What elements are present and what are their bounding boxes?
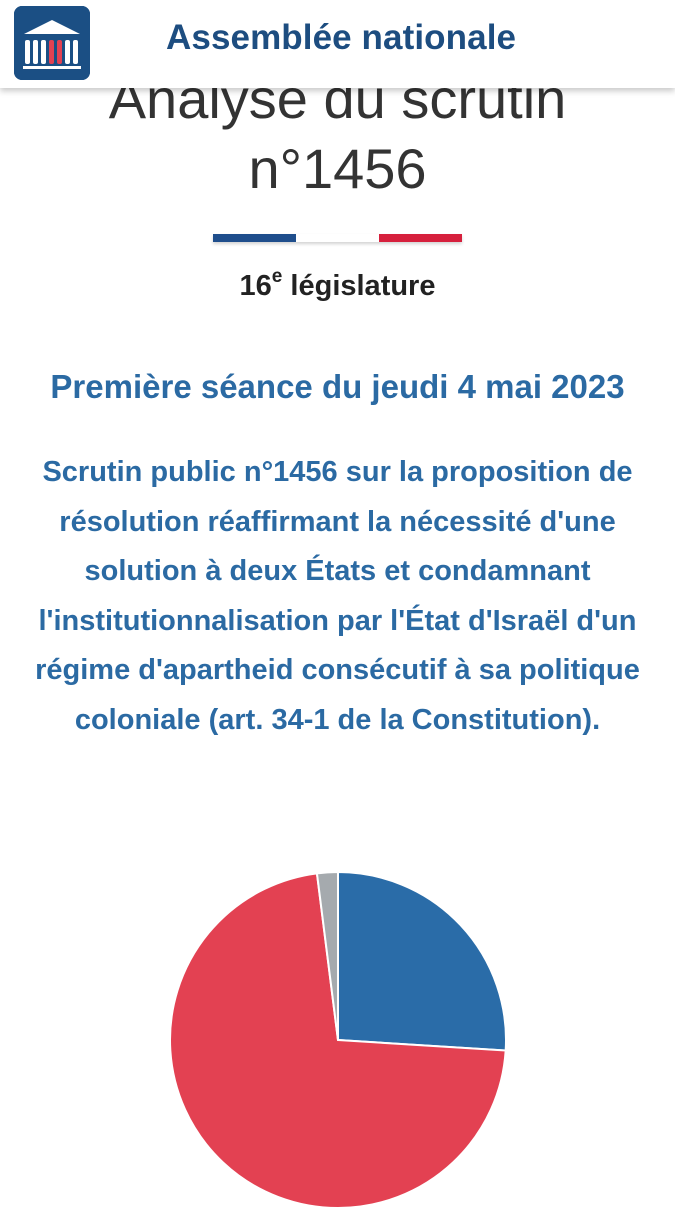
scrutin-description: Scrutin public n°1456 sur la proposition… [35,456,640,736]
legislature-text: législature [282,270,436,302]
seance-date: Première séance du jeudi 4 mai 2023 [50,368,625,405]
pie-slice-against[interactable] [169,872,507,1209]
top-bar: Assemblée nationale [0,0,675,88]
assemblee-logo[interactable] [14,6,90,80]
legislature-label: 16e législature [0,266,675,303]
hemicycle-icon [14,6,90,80]
site-title[interactable]: Assemblée nationale [166,18,517,57]
legislature-number: 16 [239,270,272,302]
vote-pie-chart [169,870,507,1209]
flag-white-band [296,234,379,242]
pie-slice-abstention[interactable] [315,870,339,1041]
pie-slice-for[interactable] [337,870,507,1052]
legislature-suffix: e [271,266,283,287]
page-title-line2: n°1456 [248,137,427,200]
flag-red-band [379,234,462,242]
tricolor-divider [213,234,462,242]
flag-blue-band [213,234,296,242]
